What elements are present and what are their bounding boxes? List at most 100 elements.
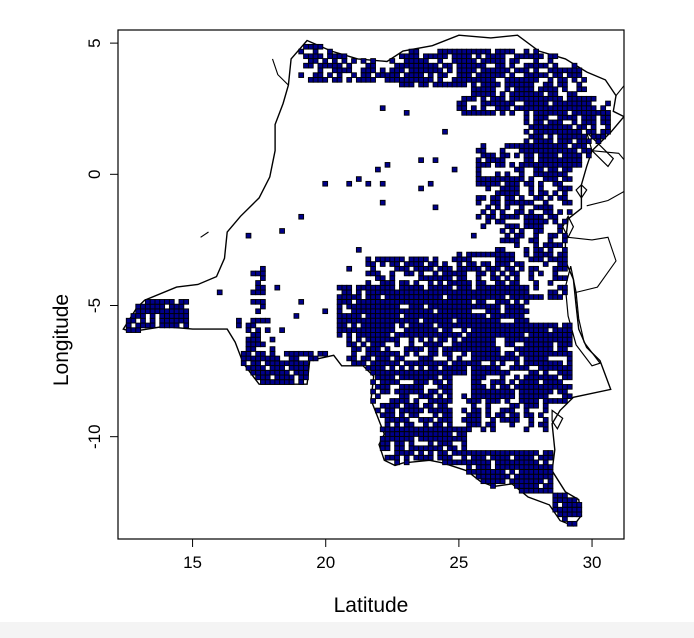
occurrence-cell: [389, 303, 396, 310]
occurrence-cell: [178, 308, 185, 315]
occurrence-cell: [408, 445, 415, 452]
occurrence-cell: [523, 53, 530, 60]
occurrence-cell: [427, 280, 434, 286]
occurrence-cell: [504, 195, 511, 201]
occurrence-cell: [442, 336, 448, 343]
occurrence-cell: [552, 294, 559, 300]
occurrence-cell: [562, 327, 568, 333]
occurrence-cell: [413, 256, 420, 263]
occurrence-cell: [523, 483, 530, 489]
occurrence-cell: [571, 506, 578, 513]
occurrence-cell: [494, 218, 501, 225]
occurrence-cell: [566, 124, 573, 130]
occurrence-cell: [528, 417, 535, 423]
occurrence-cell: [451, 426, 458, 433]
occurrence-cell: [494, 317, 501, 324]
occurrence-cell: [269, 350, 276, 357]
neighbor-border-4: [271, 58, 289, 86]
occurrence-cell: [379, 303, 386, 310]
occurrence-cell: [379, 440, 386, 447]
occurrence-cell: [384, 162, 391, 168]
occurrence-cell: [504, 204, 511, 211]
occurrence-cell: [346, 299, 353, 305]
occurrence-cell: [355, 77, 362, 83]
occurrence-cell: [461, 336, 468, 343]
occurrence-cell: [159, 299, 166, 305]
occurrence-cell: [427, 407, 434, 414]
occurrence-cell: [485, 459, 492, 466]
occurrence-cell: [379, 280, 386, 286]
occurrence-cell: [389, 308, 396, 315]
occurrence-cell: [494, 332, 501, 338]
occurrence-cell: [490, 469, 496, 475]
occurrence-cell: [490, 421, 496, 428]
occurrence-cell: [542, 464, 549, 470]
occurrence-cell: [504, 237, 511, 244]
occurrence-cell: [413, 317, 420, 324]
occurrence-cell: [480, 100, 487, 107]
occurrence-cell: [360, 284, 367, 291]
occurrence-cell: [499, 218, 506, 225]
occurrence-cell: [475, 417, 482, 423]
occurrence-cell: [360, 299, 367, 305]
occurrence-cell: [576, 162, 583, 168]
occurrence-cell: [557, 124, 563, 130]
occurrence-cell: [514, 412, 520, 418]
occurrence-cell: [514, 473, 520, 480]
occurrence-cell: [442, 265, 448, 272]
occurrence-cell: [408, 308, 415, 315]
occurrence-cell: [456, 369, 463, 376]
occurrence-cell: [466, 280, 472, 286]
occurrence-cell: [470, 303, 477, 310]
occurrence-cell: [571, 72, 578, 78]
occurrence-cell: [470, 77, 477, 83]
occurrence-cell: [384, 256, 391, 263]
occurrence-cell: [427, 346, 434, 352]
occurrence-cell: [322, 180, 329, 187]
occurrence-cell: [403, 72, 410, 78]
occurrence-cell: [533, 77, 539, 83]
occurrence-cell: [461, 393, 468, 400]
occurrence-cell: [490, 313, 496, 319]
occurrence-cell: [533, 218, 539, 225]
occurrence-cell: [485, 91, 492, 97]
occurrence-cell: [437, 336, 444, 343]
occurrence-cell: [576, 105, 583, 111]
occurrence-cell: [264, 369, 271, 376]
occurrence-cell: [413, 53, 420, 60]
occurrence-cell: [490, 176, 496, 182]
occurrence-cell: [466, 261, 472, 267]
occurrence-cell: [538, 166, 544, 173]
occurrence-cell: [399, 355, 405, 362]
occurrence-cell: [552, 270, 559, 277]
occurrence-cell: [581, 86, 587, 93]
occurrence-cell: [528, 180, 535, 187]
occurrence-cell: [499, 473, 506, 480]
occurrence-cell: [360, 67, 367, 74]
occurrence-cell: [494, 450, 501, 456]
occurrence-cell: [250, 322, 257, 329]
occurrence-cell: [408, 421, 415, 428]
occurrence-cell: [480, 384, 487, 390]
occurrence-cell: [418, 426, 424, 433]
occurrence-cell: [523, 105, 530, 111]
occurrence-cell: [499, 464, 506, 470]
occurrence-cell: [528, 133, 535, 140]
occurrence-cell: [470, 454, 477, 461]
occurrence-cell: [375, 374, 381, 381]
occurrence-cell: [456, 275, 463, 281]
occurrence-cell: [442, 459, 448, 466]
occurrence-cell: [562, 336, 568, 343]
occurrence-cell: [552, 497, 559, 503]
occurrence-cell: [355, 313, 362, 319]
occurrence-cell: [470, 417, 477, 423]
occurrence-cell: [365, 303, 372, 310]
occurrence-cell: [298, 365, 305, 371]
occurrence-cell: [451, 270, 458, 277]
occurrence-cell: [523, 322, 530, 329]
occurrence-cell: [557, 228, 563, 234]
occurrence-cell: [427, 435, 434, 442]
occurrence-cell: [509, 72, 516, 78]
occurrence-cell: [562, 128, 568, 135]
occurrence-cell: [504, 388, 511, 395]
